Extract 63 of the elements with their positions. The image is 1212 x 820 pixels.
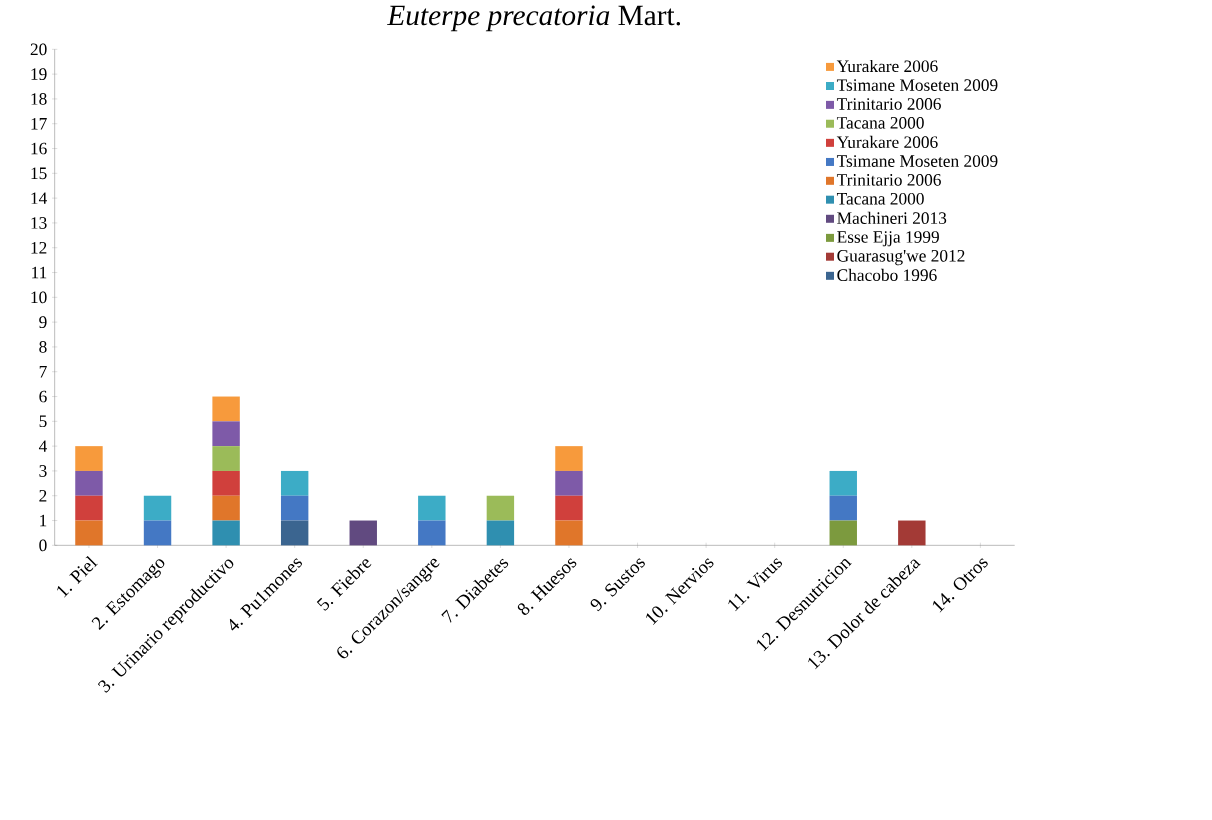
legend-label: Tsimane Moseten 2009 — [836, 155, 998, 167]
y-tick-label: 19 — [31, 68, 47, 80]
bar — [212, 470, 240, 496]
bar — [212, 520, 240, 546]
y-tick-label: 2 — [39, 489, 47, 502]
bar — [486, 520, 515, 546]
bar — [280, 495, 309, 521]
bar — [555, 495, 583, 521]
bar — [212, 495, 240, 521]
y-tick-label: 13 — [31, 217, 47, 229]
legend-label: Machineri 2013 — [837, 211, 947, 224]
y-tick-label: 9 — [39, 316, 47, 328]
bar — [418, 495, 446, 521]
bar — [555, 470, 583, 496]
legend-label: Tacana 2000 — [836, 116, 924, 129]
legend-label: Yurakare 2006 — [836, 59, 938, 73]
bar — [212, 421, 240, 447]
bar — [75, 520, 103, 546]
bar — [280, 470, 309, 496]
legend-label: Trinitario 2006 — [836, 174, 941, 186]
bar — [75, 470, 103, 496]
chart-title: Euterpe precatoria Mart. — [387, 5, 681, 32]
y-tick-label: 16 — [31, 142, 47, 155]
y-tick-label: 10 — [31, 291, 47, 304]
y-tick-label: 14 — [31, 192, 48, 204]
legend-label: Yurakare 2006 — [836, 135, 938, 149]
bar — [898, 520, 926, 546]
y-tick-label: 4 — [38, 440, 48, 452]
legend-label: Chacobo 1996 — [837, 268, 937, 281]
bar — [555, 446, 583, 471]
bar — [829, 520, 857, 546]
bar — [143, 495, 172, 521]
bar — [143, 520, 172, 546]
y-tick-label: 11 — [32, 266, 47, 279]
bar — [212, 446, 240, 471]
bar — [349, 520, 377, 546]
bar — [486, 495, 515, 521]
bar — [555, 520, 583, 546]
y-tick-label: 12 — [31, 241, 47, 254]
bar — [280, 520, 309, 546]
y-tick-label: 1 — [40, 514, 47, 527]
bar — [212, 396, 240, 422]
y-tick-label: 7 — [39, 366, 47, 378]
legend-label: Esse Ejja 1999 — [837, 231, 939, 247]
y-tick-label: 15 — [31, 167, 47, 180]
x-tick-label: 1. Piel — [57, 555, 98, 598]
y-tick-label: 20 — [30, 43, 47, 56]
y-tick-label: 3 — [39, 465, 47, 477]
bar — [829, 470, 857, 496]
bar — [829, 495, 857, 521]
y-tick-label: 17 — [31, 118, 47, 130]
y-tick-label: 5 — [39, 415, 47, 428]
bar — [418, 520, 446, 546]
bar — [75, 495, 103, 521]
legend-label: Guarasug'we 2012 — [837, 249, 965, 266]
y-tick-label: 8 — [39, 341, 47, 353]
legend-label: Tacana 2000 — [836, 192, 924, 205]
y-tick-label: 0 — [39, 539, 47, 552]
legend-label: Tsimane Moseten 2009 — [836, 79, 998, 91]
legend-label: Trinitario 2006 — [836, 98, 941, 110]
y-tick-label: 6 — [39, 390, 47, 403]
y-tick-label: 18 — [31, 93, 47, 105]
bar — [75, 446, 103, 471]
